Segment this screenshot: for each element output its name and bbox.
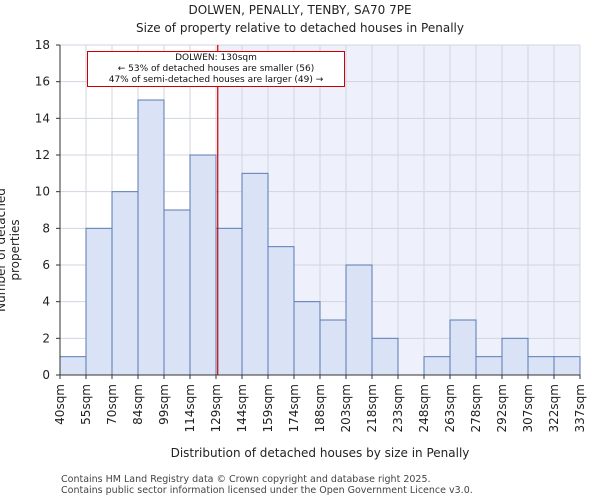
y-tick-label: 2 — [42, 331, 50, 345]
x-tick-label: 70sqm — [105, 384, 119, 425]
bar — [85, 227, 113, 376]
annotation-line-1: DOLWEN: 130sqm — [175, 53, 257, 63]
bar — [449, 319, 477, 376]
x-tick-label: 84sqm — [131, 384, 145, 425]
chart-title: DOLWEN, PENALLY, TENBY, SA70 7PE — [188, 3, 412, 17]
annotation-box: DOLWEN: 130sqm ← 53% of detached houses … — [87, 51, 345, 87]
x-tick-label: 278sqm — [469, 384, 483, 432]
footer-line-1: Contains HM Land Registry data © Crown c… — [61, 474, 431, 485]
x-tick-label: 218sqm — [365, 384, 379, 432]
x-axis-label: Distribution of detached houses by size … — [170, 446, 470, 460]
x-tick-label: 144sqm — [235, 384, 249, 432]
x-tick-label: 307sqm — [521, 384, 535, 432]
bar — [553, 356, 581, 376]
footer-line-2: Contains public sector information licen… — [61, 485, 473, 496]
y-tick-label: 12 — [35, 148, 50, 162]
y-tick-label: 18 — [35, 38, 50, 52]
y-tick-label: 14 — [35, 111, 50, 125]
bar — [293, 301, 321, 376]
bar — [371, 337, 399, 376]
bar — [319, 319, 347, 376]
x-tick-label: 129sqm — [209, 384, 223, 432]
x-tick-label: 188sqm — [313, 384, 327, 432]
x-tick-label: 248sqm — [417, 384, 431, 432]
bar — [475, 356, 503, 376]
bar — [215, 227, 243, 376]
x-tick-label: 99sqm — [157, 384, 171, 425]
y-tick-label: 16 — [35, 75, 50, 89]
bar — [111, 191, 139, 376]
bar — [527, 356, 555, 376]
bar — [501, 337, 529, 376]
x-tick-label: 114sqm — [183, 384, 197, 432]
y-tick-label: 8 — [42, 221, 50, 235]
x-tick-label: 159sqm — [261, 384, 275, 432]
bar — [423, 356, 451, 376]
x-tick-label: 55sqm — [79, 384, 93, 425]
y-tick-label: 4 — [42, 295, 50, 309]
y-axis-label: Number of detached properties — [0, 188, 22, 312]
x-tick-label: 322sqm — [547, 384, 561, 432]
x-tick-label: 233sqm — [391, 384, 405, 432]
bar — [59, 356, 87, 376]
bar — [137, 99, 165, 376]
chart-subtitle: Size of property relative to detached ho… — [136, 21, 464, 35]
bar — [189, 154, 217, 376]
annotation-line-3: 47% of semi-detached houses are larger (… — [108, 75, 324, 85]
bar — [241, 172, 269, 376]
y-tick-label: 6 — [42, 258, 50, 272]
x-tick-label: 263sqm — [443, 384, 457, 432]
y-tick-label: 0 — [42, 368, 50, 382]
x-tick-label: 337sqm — [573, 384, 587, 432]
y-tick-label: 10 — [35, 185, 50, 199]
annotation-line-2: ← 53% of detached houses are smaller (56… — [117, 64, 315, 74]
x-tick-label: 203sqm — [339, 384, 353, 432]
x-tick-label: 40sqm — [53, 384, 67, 425]
x-tick-label: 174sqm — [287, 384, 301, 432]
x-tick-label: 292sqm — [495, 384, 509, 432]
bar — [267, 246, 295, 376]
bar — [345, 264, 373, 376]
bar — [163, 209, 191, 376]
